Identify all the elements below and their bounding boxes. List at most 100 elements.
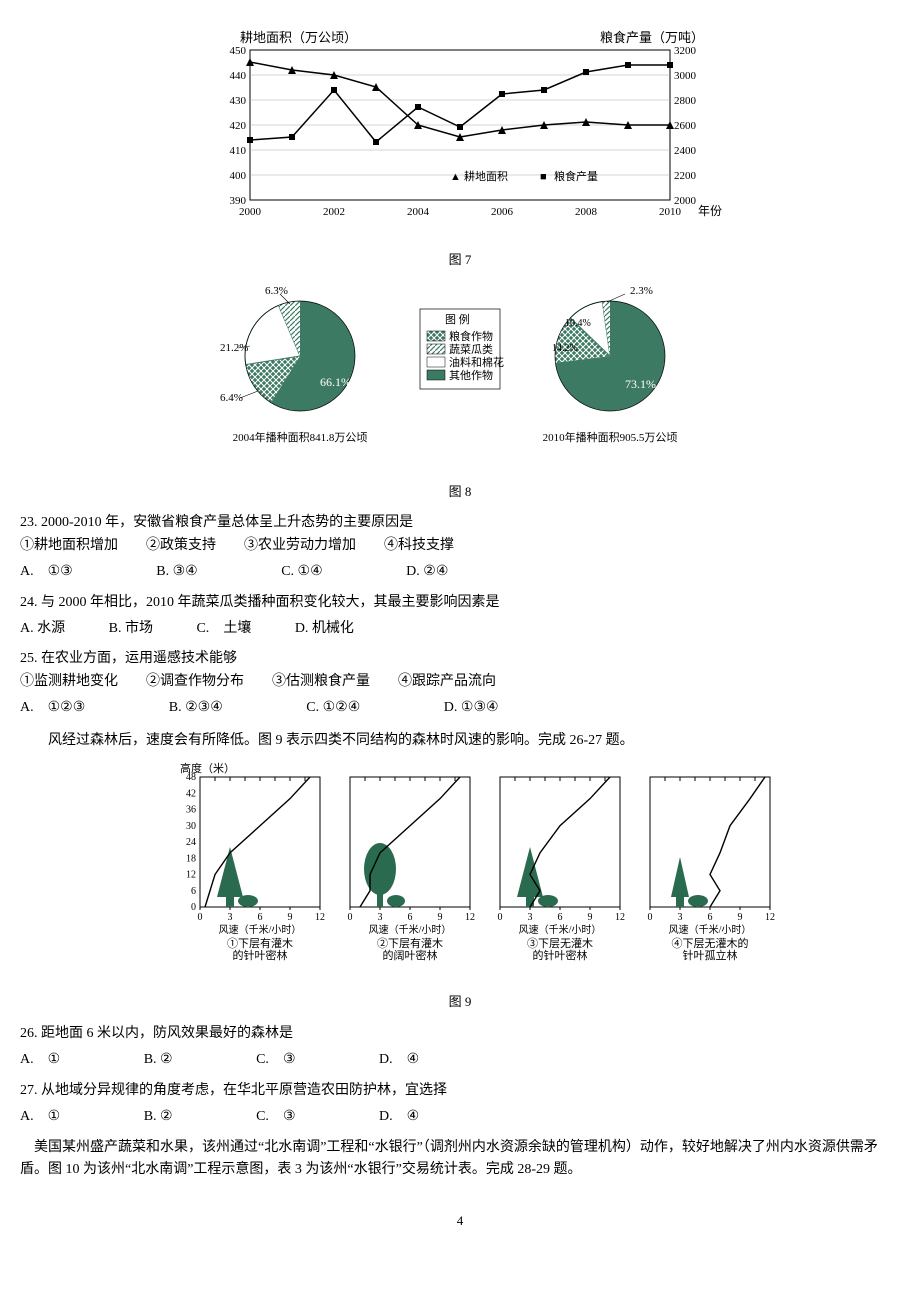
svg-text:0: 0 xyxy=(348,912,353,923)
svg-text:风速（千米/小时）: 风速（千米/小时） xyxy=(519,923,602,936)
q27-options: A. ① B. ② C. ③ D. ④ xyxy=(20,1106,900,1128)
svg-text:9: 9 xyxy=(288,912,293,923)
svg-text:12: 12 xyxy=(765,912,775,923)
fig8-left-caption: 2004年播种面积841.8万公顷 xyxy=(233,430,368,444)
fig8-right-caption: 2010年播种面积905.5万公顷 xyxy=(543,430,678,444)
passage-forest: 风经过森林后，速度会有所降低。图 9 表示四类不同结构的森林时风速的影响。完成 … xyxy=(20,730,900,752)
q23-subs: ①耕地面积增加 ②政策支持 ③农业劳动力增加 ④科技支撑 xyxy=(20,535,900,557)
svg-text:6: 6 xyxy=(258,912,263,923)
svg-text:12: 12 xyxy=(465,912,475,923)
svg-text:9: 9 xyxy=(588,912,593,923)
svg-text:0: 0 xyxy=(191,902,196,913)
svg-text:3: 3 xyxy=(528,912,533,923)
svg-text:①下层有灌木: ①下层有灌木 xyxy=(227,936,293,950)
svg-text:3: 3 xyxy=(228,912,233,923)
page-number: 4 xyxy=(20,1211,900,1232)
fig7-right-title: 粮食产量（万吨） xyxy=(600,30,704,45)
svg-text:12: 12 xyxy=(315,912,325,923)
svg-text:6: 6 xyxy=(191,886,196,897)
figure-9: 高度（米） 0612182430364248036912风速（千米/小时）①下层… xyxy=(20,762,900,1013)
svg-text:2002: 2002 xyxy=(323,206,345,218)
question-23: 23. 2000-2010 年，安徽省粮食产量总体呈上升态势的主要原因是 ①耕地… xyxy=(20,512,900,557)
svg-text:3000: 3000 xyxy=(674,70,697,82)
svg-text:0: 0 xyxy=(648,912,653,923)
svg-text:▲: ▲ xyxy=(450,171,461,183)
fig7-caption: 图 7 xyxy=(20,250,900,271)
q24-options: A. 水源 B. 市场 C. 土壤 D. 机械化 xyxy=(20,618,900,640)
svg-text:30: 30 xyxy=(186,821,196,832)
passage-water: 美国某州盛产蔬菜和水果，该州通过“北水南调”工程和“水银行”（调剂州内水资源余缺… xyxy=(20,1137,900,1182)
figure-7: 耕地面积（万公顷） 粮食产量（万吨） 450 440 430 420 410 400 3… xyxy=(20,30,900,271)
svg-text:风速（千米/小时）: 风速（千米/小时） xyxy=(219,923,302,936)
svg-text:风速（千米/小时）: 风速（千米/小时） xyxy=(669,923,752,936)
svg-text:420: 420 xyxy=(230,120,247,132)
svg-text:■: ■ xyxy=(540,171,547,183)
q25-options: A. ①②③ B. ②③④ C. ①②④ D. ①③④ xyxy=(20,697,900,719)
question-25: 25. 在农业方面，运用遥感技术能够 ①监测耕地变化 ②调查作物分布 ③估测粮食… xyxy=(20,648,900,693)
svg-text:2006: 2006 xyxy=(491,206,514,218)
fig8-caption: 图 8 xyxy=(20,482,900,503)
svg-text:36: 36 xyxy=(186,804,196,815)
q23-text: 23. 2000-2010 年，安徽省粮食产量总体呈上升态势的主要原因是 xyxy=(20,512,900,534)
q26-options: A. ① B. ② C. ③ D. ④ xyxy=(20,1049,900,1071)
fig9-svg: 高度（米） 0612182430364248036912风速（千米/小时）①下层… xyxy=(140,762,780,982)
svg-text:2010: 2010 xyxy=(659,206,682,218)
svg-text:450: 450 xyxy=(230,45,247,57)
svg-text:2000: 2000 xyxy=(239,206,262,218)
svg-text:24: 24 xyxy=(186,837,196,848)
svg-text:14.2%: 14.2% xyxy=(552,343,578,354)
question-26: 26. 距地面 6 米以内，防风效果最好的森林是 xyxy=(20,1023,900,1045)
fig9-caption: 图 9 xyxy=(20,992,900,1013)
svg-text:3200: 3200 xyxy=(674,45,697,57)
svg-text:42: 42 xyxy=(186,788,196,799)
svg-text:针叶孤立林: 针叶孤立林 xyxy=(683,948,738,962)
q25-subs: ①监测耕地变化 ②调查作物分布 ③估测粮食产量 ④跟踪产品流向 xyxy=(20,671,900,693)
question-24: 24. 与 2000 年相比，2010 年蔬菜瓜类播种面积变化较大，其最主要影响… xyxy=(20,592,900,614)
svg-text:400: 400 xyxy=(230,170,247,182)
svg-text:2200: 2200 xyxy=(674,170,697,182)
question-27: 27. 从地域分异规律的角度考虑，在华北平原营造农田防护林，宜选择 xyxy=(20,1080,900,1102)
svg-text:440: 440 xyxy=(230,70,247,82)
fig7-left-title: 耕地面积（万公顷） xyxy=(240,30,357,45)
svg-text:410: 410 xyxy=(230,145,247,157)
svg-text:2004: 2004 xyxy=(407,206,430,218)
svg-text:12: 12 xyxy=(615,912,625,923)
svg-text:的针叶密林: 的针叶密林 xyxy=(233,948,288,962)
q25-text: 25. 在农业方面，运用遥感技术能够 xyxy=(20,648,900,670)
svg-text:2400: 2400 xyxy=(674,145,697,157)
figure-8: 66.1% 6.4% 21.2% 6.3% 2004年播种面积841.8万公顷 … xyxy=(20,281,900,502)
svg-text:6: 6 xyxy=(408,912,413,923)
q23-options: A. ①③ B. ③④ C. ①④ D. ②④ xyxy=(20,561,900,583)
svg-text:2008: 2008 xyxy=(575,206,598,218)
svg-text:③下层无灌木: ③下层无灌木 xyxy=(527,937,593,950)
svg-text:6.3%: 6.3% xyxy=(265,285,288,297)
fig7-series-yield xyxy=(250,65,670,142)
svg-text:风速（千米/小时）: 风速（千米/小时） xyxy=(369,923,452,936)
svg-text:粮食产量: 粮食产量 xyxy=(554,169,598,183)
svg-text:18: 18 xyxy=(186,853,196,864)
fig8-svg: 66.1% 6.4% 21.2% 6.3% 2004年播种面积841.8万公顷 … xyxy=(180,281,740,471)
svg-text:油料和棉花: 油料和棉花 xyxy=(449,355,504,369)
svg-text:蔬菜瓜类: 蔬菜瓜类 xyxy=(449,342,493,356)
svg-text:6.4%: 6.4% xyxy=(220,392,243,404)
fig7-x-title: 年份 xyxy=(698,204,722,218)
svg-text:10.4%: 10.4% xyxy=(565,318,591,329)
svg-text:430: 430 xyxy=(230,95,247,107)
svg-text:3: 3 xyxy=(678,912,683,923)
svg-text:9: 9 xyxy=(438,912,443,923)
svg-text:21.2%: 21.2% xyxy=(220,342,248,354)
svg-text:0: 0 xyxy=(498,912,503,923)
svg-text:6: 6 xyxy=(708,912,713,923)
svg-text:48: 48 xyxy=(186,772,196,783)
svg-text:2600: 2600 xyxy=(674,120,697,132)
svg-text:0: 0 xyxy=(198,912,203,923)
svg-text:12: 12 xyxy=(186,869,196,880)
svg-text:④下层无灌木的: ④下层无灌木的 xyxy=(672,936,749,950)
svg-text:73.1%: 73.1% xyxy=(625,377,656,391)
svg-text:粮食作物: 粮食作物 xyxy=(449,329,493,343)
svg-text:的阔叶密林: 的阔叶密林 xyxy=(383,948,438,962)
svg-text:②下层有灌木: ②下层有灌木 xyxy=(377,936,443,950)
fig8-legend-title: 图 例 xyxy=(445,312,470,326)
svg-text:9: 9 xyxy=(738,912,743,923)
svg-text:2800: 2800 xyxy=(674,95,697,107)
